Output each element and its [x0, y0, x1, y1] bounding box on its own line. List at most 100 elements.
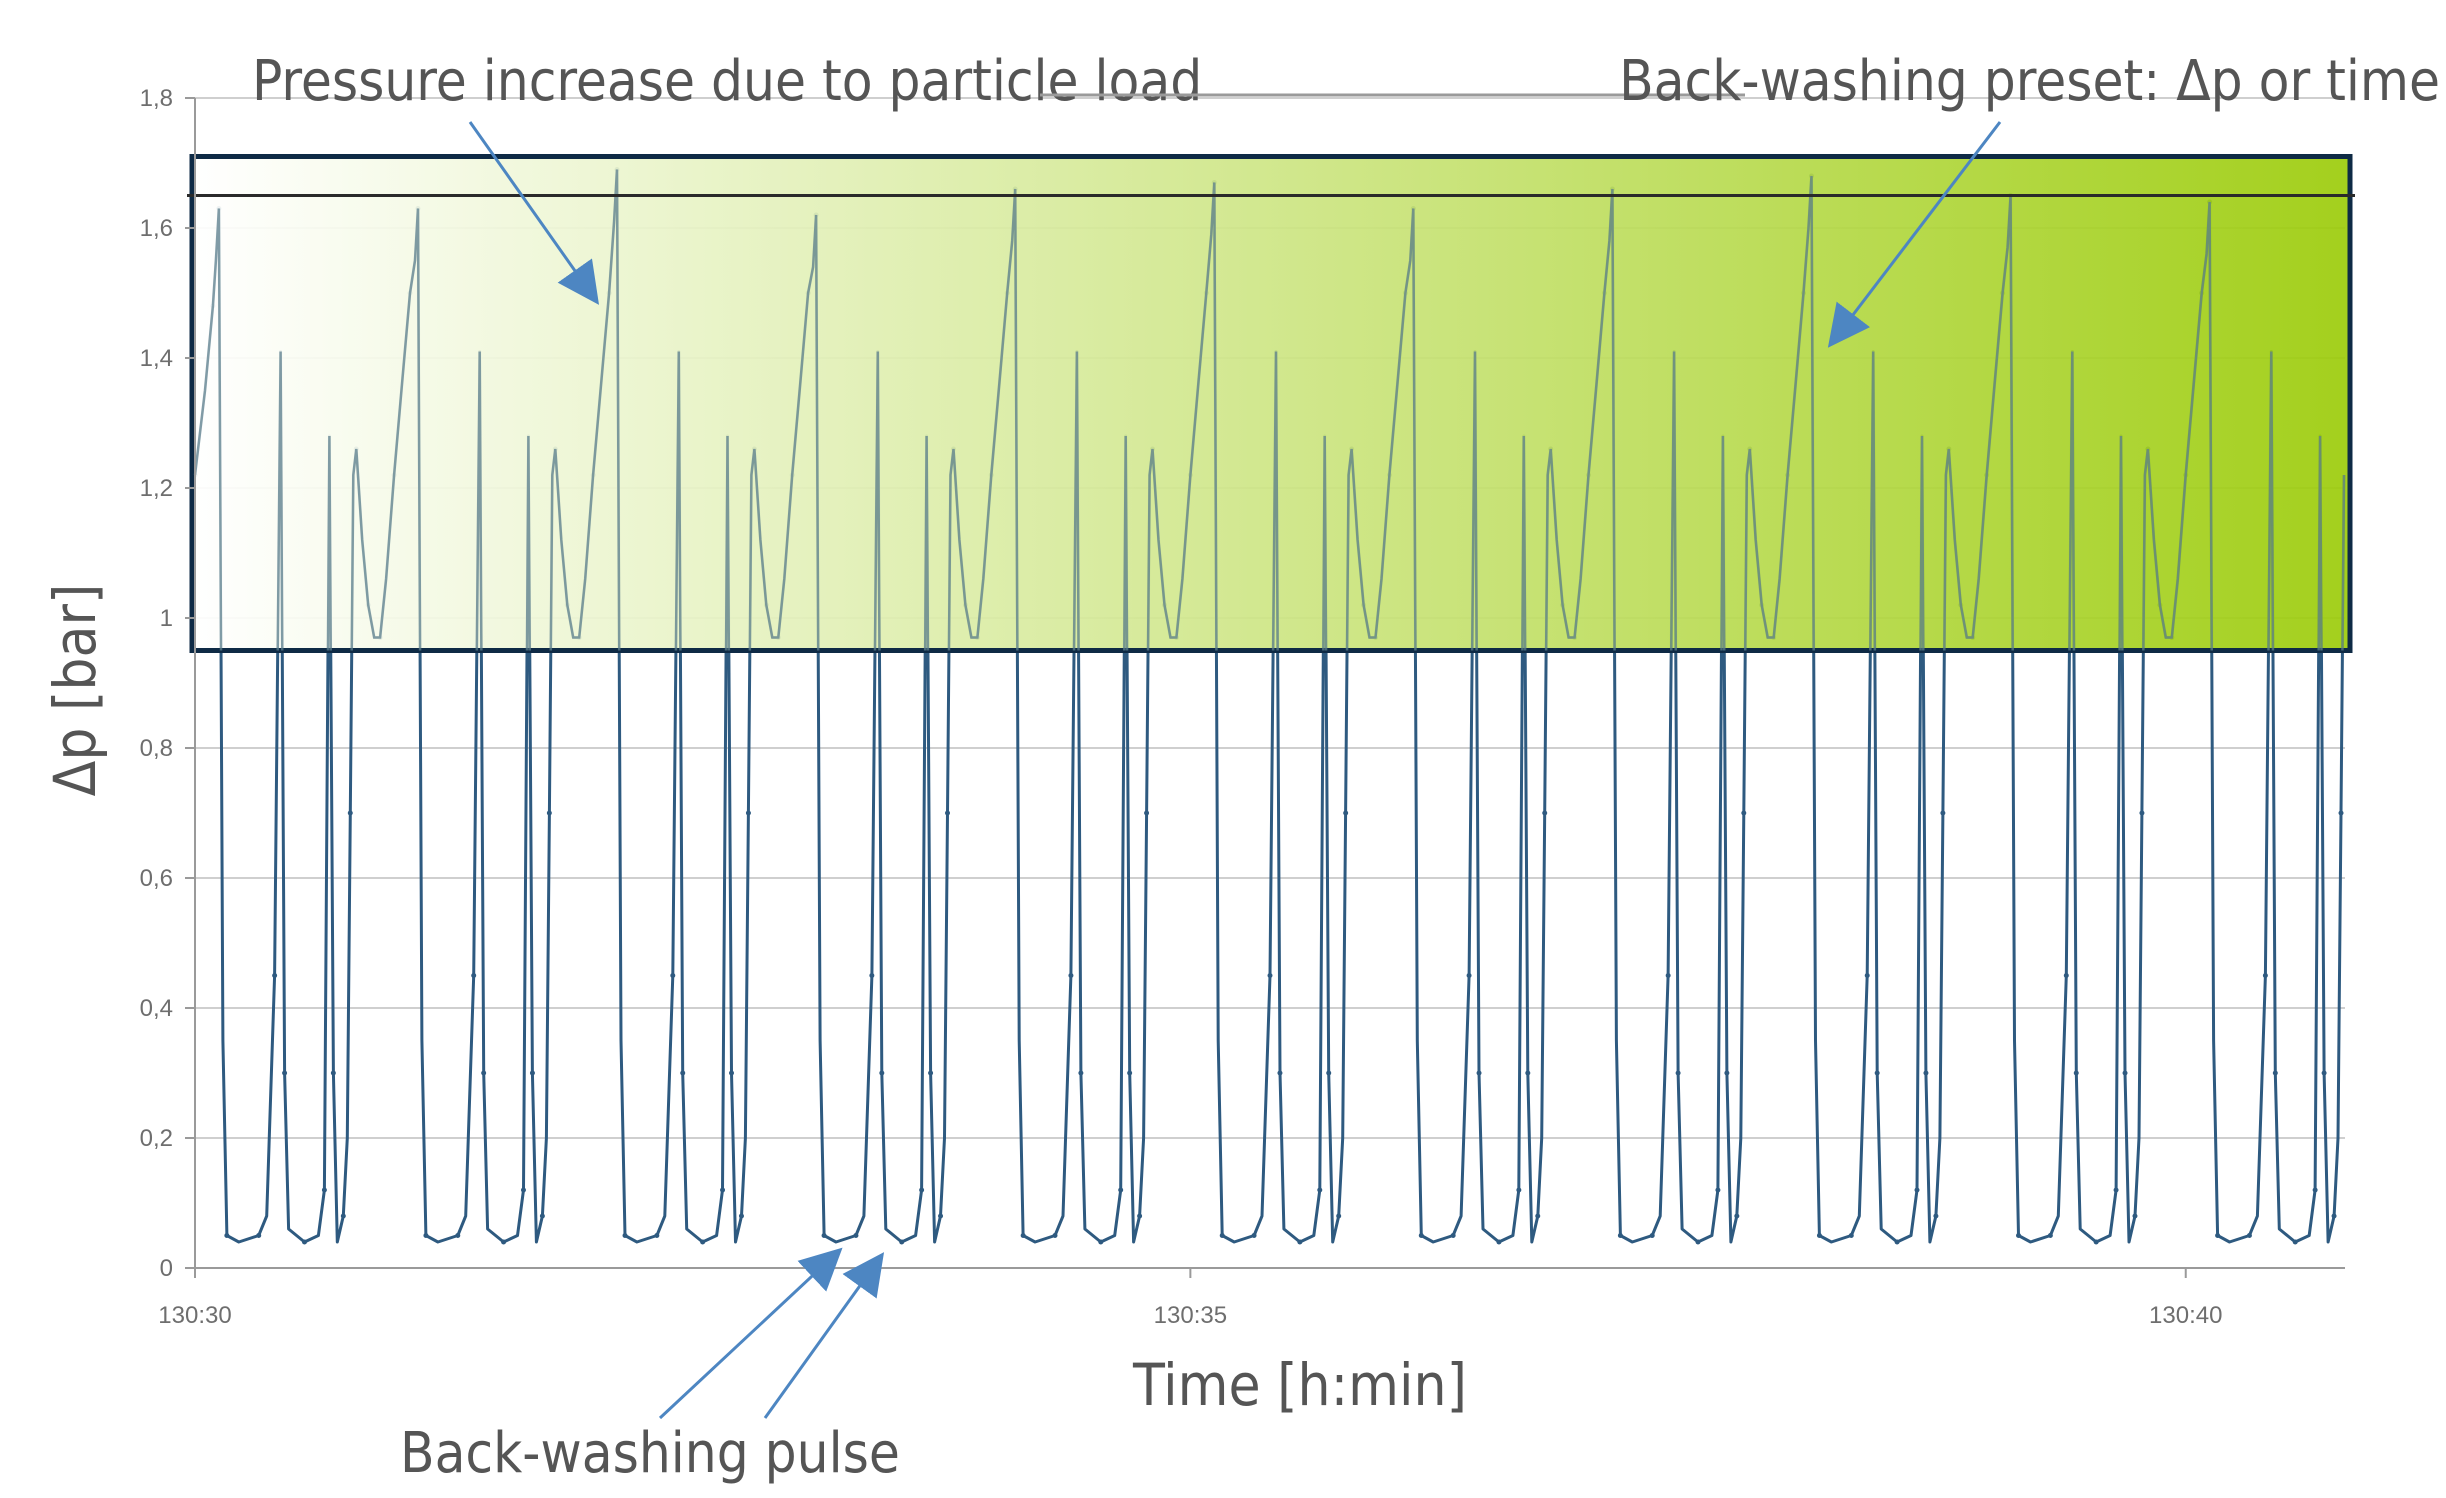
pressure-data-point: [1267, 973, 1273, 978]
pressure-data-point: [256, 1233, 262, 1238]
pressure-data-point: [821, 1233, 827, 1238]
pressure-data-point: [471, 973, 477, 978]
pressure-data-point: [1466, 973, 1472, 978]
pressure-data-point: [321, 1187, 327, 1193]
pressure-data-point: [2047, 1233, 2053, 1238]
pressure-data-point: [1078, 1070, 1084, 1076]
x-tick-label: 130:30: [158, 1302, 231, 1329]
pressure-data-point: [745, 810, 751, 816]
pressure-data-point: [2331, 1213, 2337, 1219]
pressure-data-point: [1317, 1187, 1323, 1193]
pressure-data-point: [2312, 1187, 2318, 1193]
pressure-data-point: [1118, 1187, 1124, 1193]
y-tick-label: 0,8: [140, 735, 173, 762]
pressure-data-point: [347, 810, 353, 816]
pressure-data-point: [919, 1187, 925, 1193]
pressure-data-point: [720, 1187, 726, 1193]
pressure-data-point: [1675, 1070, 1681, 1076]
pressure-data-point: [899, 1239, 905, 1245]
x-axis-title: Time [h:min]: [1132, 1351, 1467, 1419]
pressure-data-point: [423, 1233, 429, 1238]
pressure-data-point: [1020, 1233, 1026, 1238]
pressure-data-point: [1665, 973, 1671, 978]
pressure-data-point: [2262, 973, 2268, 978]
pressure-data-point: [1864, 973, 1870, 978]
pressure-data-point: [1940, 810, 1946, 816]
pressure-data-point: [455, 1233, 461, 1238]
pressure-data-point: [1542, 810, 1548, 816]
y-tick-label: 0: [160, 1255, 173, 1282]
pressure-data-point: [2321, 1070, 2327, 1076]
axes: [185, 97, 2345, 1278]
pressure-data-point: [282, 1070, 288, 1076]
pressure-data-point: [1127, 1070, 1133, 1076]
pressure-data-point: [301, 1239, 307, 1245]
pressure-data-point: [1923, 1070, 1929, 1076]
pressure-data-point: [1724, 1070, 1730, 1076]
pressure-data-point: [1848, 1233, 1854, 1238]
pressure-data-point: [670, 973, 676, 978]
y-tick-label: 1: [160, 605, 173, 632]
pressure-data-point: [928, 1070, 934, 1076]
pressure-data-point: [1336, 1213, 1342, 1219]
pressure-data-point: [2113, 1187, 2119, 1193]
y-tick-label: 0,4: [140, 995, 173, 1022]
pressure-data-point: [539, 1213, 545, 1219]
pressure-data-point: [2063, 973, 2069, 978]
pressure-data-point: [1715, 1187, 1721, 1193]
pressure-data-point: [938, 1213, 944, 1219]
pressure-data-point: [2093, 1239, 2099, 1245]
pressure-data-point: [2246, 1233, 2252, 1238]
highlight-band: [189, 154, 2353, 653]
pressure-data-point: [1068, 973, 1074, 978]
pressure-data-point: [654, 1233, 660, 1238]
pressure-data-point: [729, 1070, 735, 1076]
pressure-data-point: [1525, 1070, 1531, 1076]
pressure-data-point: [1649, 1233, 1655, 1238]
pressure-data-point: [2016, 1233, 2022, 1238]
pressure-data-point: [869, 973, 875, 978]
pressure-data-point: [529, 1070, 535, 1076]
y-tick-label: 1,6: [140, 215, 173, 242]
pressure-data-point: [1098, 1239, 1104, 1245]
pressure-data-point: [879, 1070, 885, 1076]
pressure-data-point: [520, 1187, 526, 1193]
x-tick-label: 130:40: [2149, 1302, 2222, 1329]
pressure-data-point: [1476, 1070, 1482, 1076]
arrow-backwash-pulse-1: [658, 1247, 843, 1420]
pressure-data-point: [1874, 1070, 1880, 1076]
pressure-data-point: [1137, 1213, 1143, 1219]
pressure-data-point: [481, 1070, 487, 1076]
pressure-data-point: [1297, 1239, 1303, 1245]
pressure-data-point: [945, 810, 950, 816]
arrow-particle-load: [468, 121, 600, 305]
pressure-data-point: [2139, 810, 2145, 816]
pressure-data-point: [1933, 1213, 1939, 1219]
annotation-particle-load: Pressure increase due to particle load: [252, 49, 1202, 114]
pressure-data-point: [1695, 1239, 1701, 1245]
pressure-data-point: [1343, 810, 1349, 816]
pressure-data-point: [1052, 1233, 1058, 1238]
pressure-data-point: [1894, 1239, 1900, 1245]
pressure-data-point: [622, 1233, 628, 1238]
arrow-backwash-pulse-2: [763, 1252, 885, 1419]
annotation-backwash-preset: Back-washing preset: Δp or time: [1619, 49, 2440, 114]
pressure-data-point: [1326, 1070, 1332, 1076]
pressure-data-point: [224, 1233, 230, 1238]
pressure-data-point: [1251, 1233, 1257, 1238]
pressure-data-point: [340, 1213, 346, 1219]
y-tick-label: 0,2: [140, 1125, 173, 1152]
pressure-data-point: [501, 1239, 507, 1245]
pressure-data-point: [1617, 1233, 1623, 1238]
y-axis-title: Δp [bar]: [41, 584, 109, 797]
pressure-data-point: [1516, 1187, 1522, 1193]
pressure-data-point: [2073, 1070, 2079, 1076]
pressure-data-point: [700, 1239, 706, 1245]
y-tick-label: 1,8: [140, 85, 173, 112]
pressure-data-point: [1450, 1233, 1456, 1238]
pressure-data-point: [2122, 1070, 2128, 1076]
pressure-data-point: [853, 1233, 859, 1238]
pressure-data-point: [1914, 1187, 1920, 1193]
x-tick-label: 130:35: [1154, 1302, 1227, 1329]
